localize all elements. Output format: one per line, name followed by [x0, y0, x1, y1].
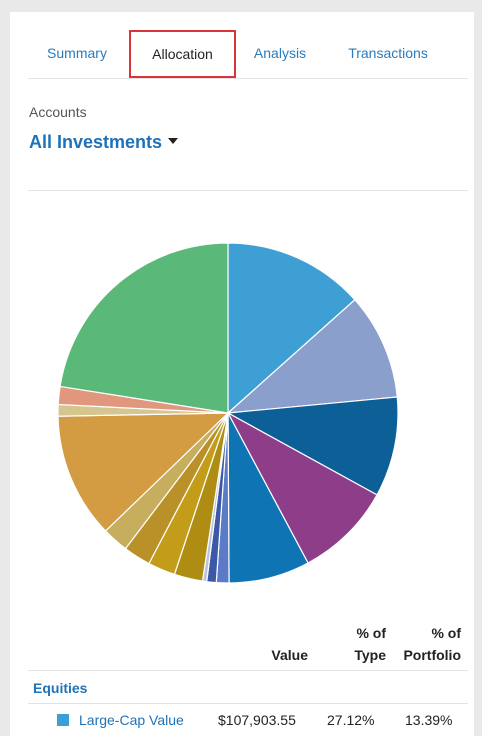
- header-pct-portfolio-line1: % of: [431, 625, 461, 641]
- tab-transactions[interactable]: Transactions: [348, 45, 428, 61]
- table-header-divider: [28, 670, 468, 671]
- pie-slice-2[interactable]: [226, 396, 399, 496]
- right-frame: [474, 0, 482, 736]
- allocation-pie-chart: [56, 241, 400, 585]
- tab-summary[interactable]: Summary: [47, 45, 107, 61]
- tab-allocation[interactable]: Allocation: [129, 30, 236, 78]
- divider: [28, 190, 468, 191]
- header-value: Value: [271, 647, 308, 663]
- pie-svg: [57, 242, 399, 584]
- pie-slice-15[interactable]: [59, 242, 229, 414]
- row-name[interactable]: Large-Cap Value: [79, 712, 184, 728]
- tab-analysis[interactable]: Analysis: [253, 45, 307, 61]
- row-pct-portfolio: 13.39%: [405, 712, 453, 728]
- row-pct-type: 27.12%: [327, 712, 375, 728]
- pie-slice-1[interactable]: [226, 298, 398, 414]
- header-pct-type-line2: Type: [354, 647, 386, 663]
- pie-slice-12[interactable]: [57, 412, 230, 532]
- header-pct-portfolio-line2: Portfolio: [403, 647, 461, 663]
- left-frame: [0, 0, 10, 736]
- top-frame: [0, 0, 482, 12]
- section-divider: [28, 703, 468, 704]
- accounts-label: Accounts: [29, 104, 87, 120]
- row-value: $107,903.55: [218, 712, 296, 728]
- accounts-selected-value: All Investments: [29, 132, 163, 152]
- section-equities: Equities: [33, 680, 88, 696]
- pie-slice-3[interactable]: [226, 411, 378, 564]
- header-pct-type-line1: % of: [356, 625, 386, 641]
- legend-swatch-icon: [57, 714, 69, 726]
- caret-down-icon: [168, 138, 179, 145]
- pie-slice-0[interactable]: [227, 242, 356, 415]
- accounts-dropdown[interactable]: All Investments: [29, 132, 179, 153]
- tab-bar: Summary Allocation Analysis Transactions: [28, 30, 468, 79]
